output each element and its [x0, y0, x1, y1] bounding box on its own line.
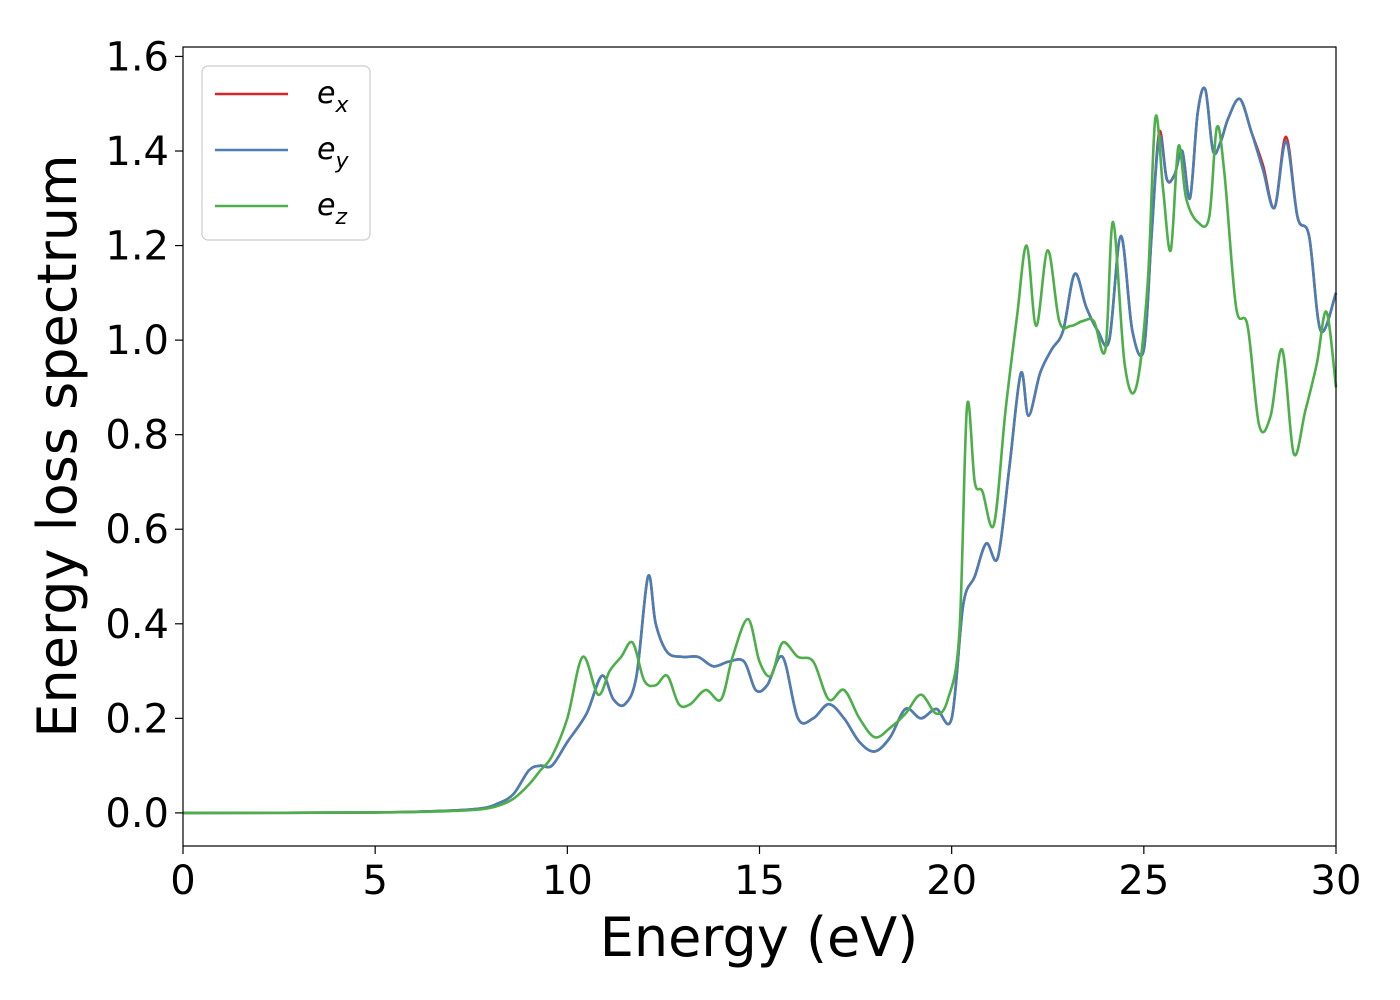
x-tick-label: 20: [926, 858, 977, 904]
x-tick-label: 30: [1311, 858, 1362, 904]
y-tick-label: 0.4: [105, 602, 169, 648]
x-axis: 0 5 10 15 20 25 30: [170, 846, 1361, 904]
series-line-e-y: [182, 86, 1338, 815]
legend-label-x: ex: [317, 76, 349, 118]
y-axis-title: Energy loss spectrum: [26, 154, 89, 737]
x-tick-label: 10: [542, 858, 593, 904]
y-tick-label: 1.6: [105, 34, 169, 80]
y-tick-label: 0.8: [105, 413, 169, 459]
legend-label-z: ez: [317, 188, 347, 230]
x-tick-label: 5: [362, 858, 387, 904]
legend-label-y: ey: [317, 132, 349, 174]
y-tick-label: 1.4: [105, 129, 169, 175]
x-tick-label: 0: [170, 858, 195, 904]
y-tick-label: 1.0: [105, 318, 169, 364]
y-axis: 0.0 0.2 0.4 0.6 0.8 1.0 1.2 1.4 1.6: [105, 34, 183, 837]
series-line-e-z: [182, 114, 1338, 815]
legend-items: ex ey ez: [215, 76, 349, 230]
y-tick-label: 0.2: [105, 696, 169, 742]
series-layer: [182, 86, 1338, 815]
y-tick-label: 1.2: [105, 224, 169, 270]
x-tick-label: 25: [1118, 858, 1169, 904]
legend: ex ey ez: [201, 65, 371, 241]
y-tick-label: 0.6: [105, 507, 169, 553]
x-axis-title: Energy (eV): [600, 906, 919, 969]
x-tick-label: 15: [734, 858, 785, 904]
y-tick-label: 0.0: [105, 791, 169, 837]
legend-box: [201, 65, 371, 241]
